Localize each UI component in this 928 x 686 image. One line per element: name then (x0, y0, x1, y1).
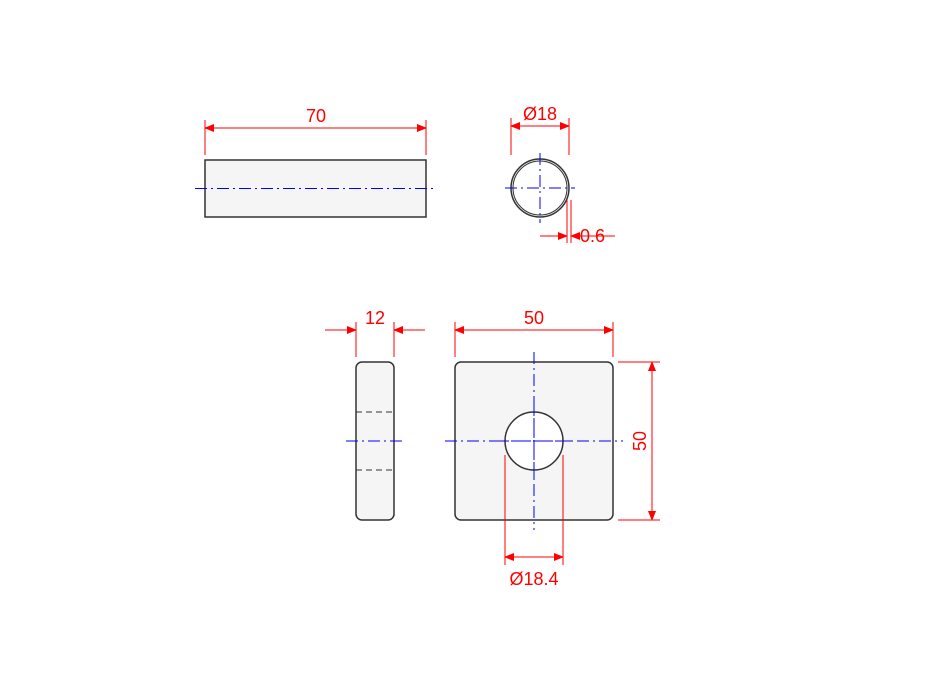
dim-tube-length: 70 (205, 106, 426, 155)
dim-plate-hole-label: Ø18.4 (509, 569, 558, 589)
dim-plate-thickness: 12 (325, 308, 425, 357)
dim-tube-dia-label: Ø18 (523, 104, 557, 124)
dim-tube-length-label: 70 (306, 106, 326, 126)
dim-plate-thk-label: 12 (365, 308, 385, 328)
dim-plate-w-label: 50 (524, 308, 544, 328)
plate-front-view (445, 352, 623, 530)
tube-side-view (195, 160, 436, 217)
dim-plate-height: 50 (618, 362, 660, 520)
dim-tube-wall-label: 0.6 (580, 226, 605, 246)
drawing-canvas: 70 Ø18 0.6 12 (0, 0, 928, 686)
plate-side-view (346, 362, 404, 520)
tube-end-view (505, 153, 575, 223)
dim-plate-width: 50 (455, 308, 613, 357)
dim-tube-diameter: Ø18 (511, 104, 569, 155)
dim-plate-h-label: 50 (630, 431, 650, 451)
